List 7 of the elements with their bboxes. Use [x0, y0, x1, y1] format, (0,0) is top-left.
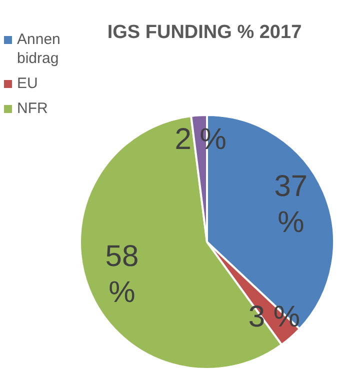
data-label: 3 %: [248, 300, 300, 334]
legend-label: NFR: [17, 99, 48, 118]
chart-title: IGS FUNDING % 2017: [106, 22, 303, 44]
legend-label: EU: [17, 74, 38, 93]
data-label: 58 %: [105, 240, 139, 309]
data-label: 37 %: [274, 170, 308, 239]
legend-label: Annen bidrag: [17, 30, 62, 68]
